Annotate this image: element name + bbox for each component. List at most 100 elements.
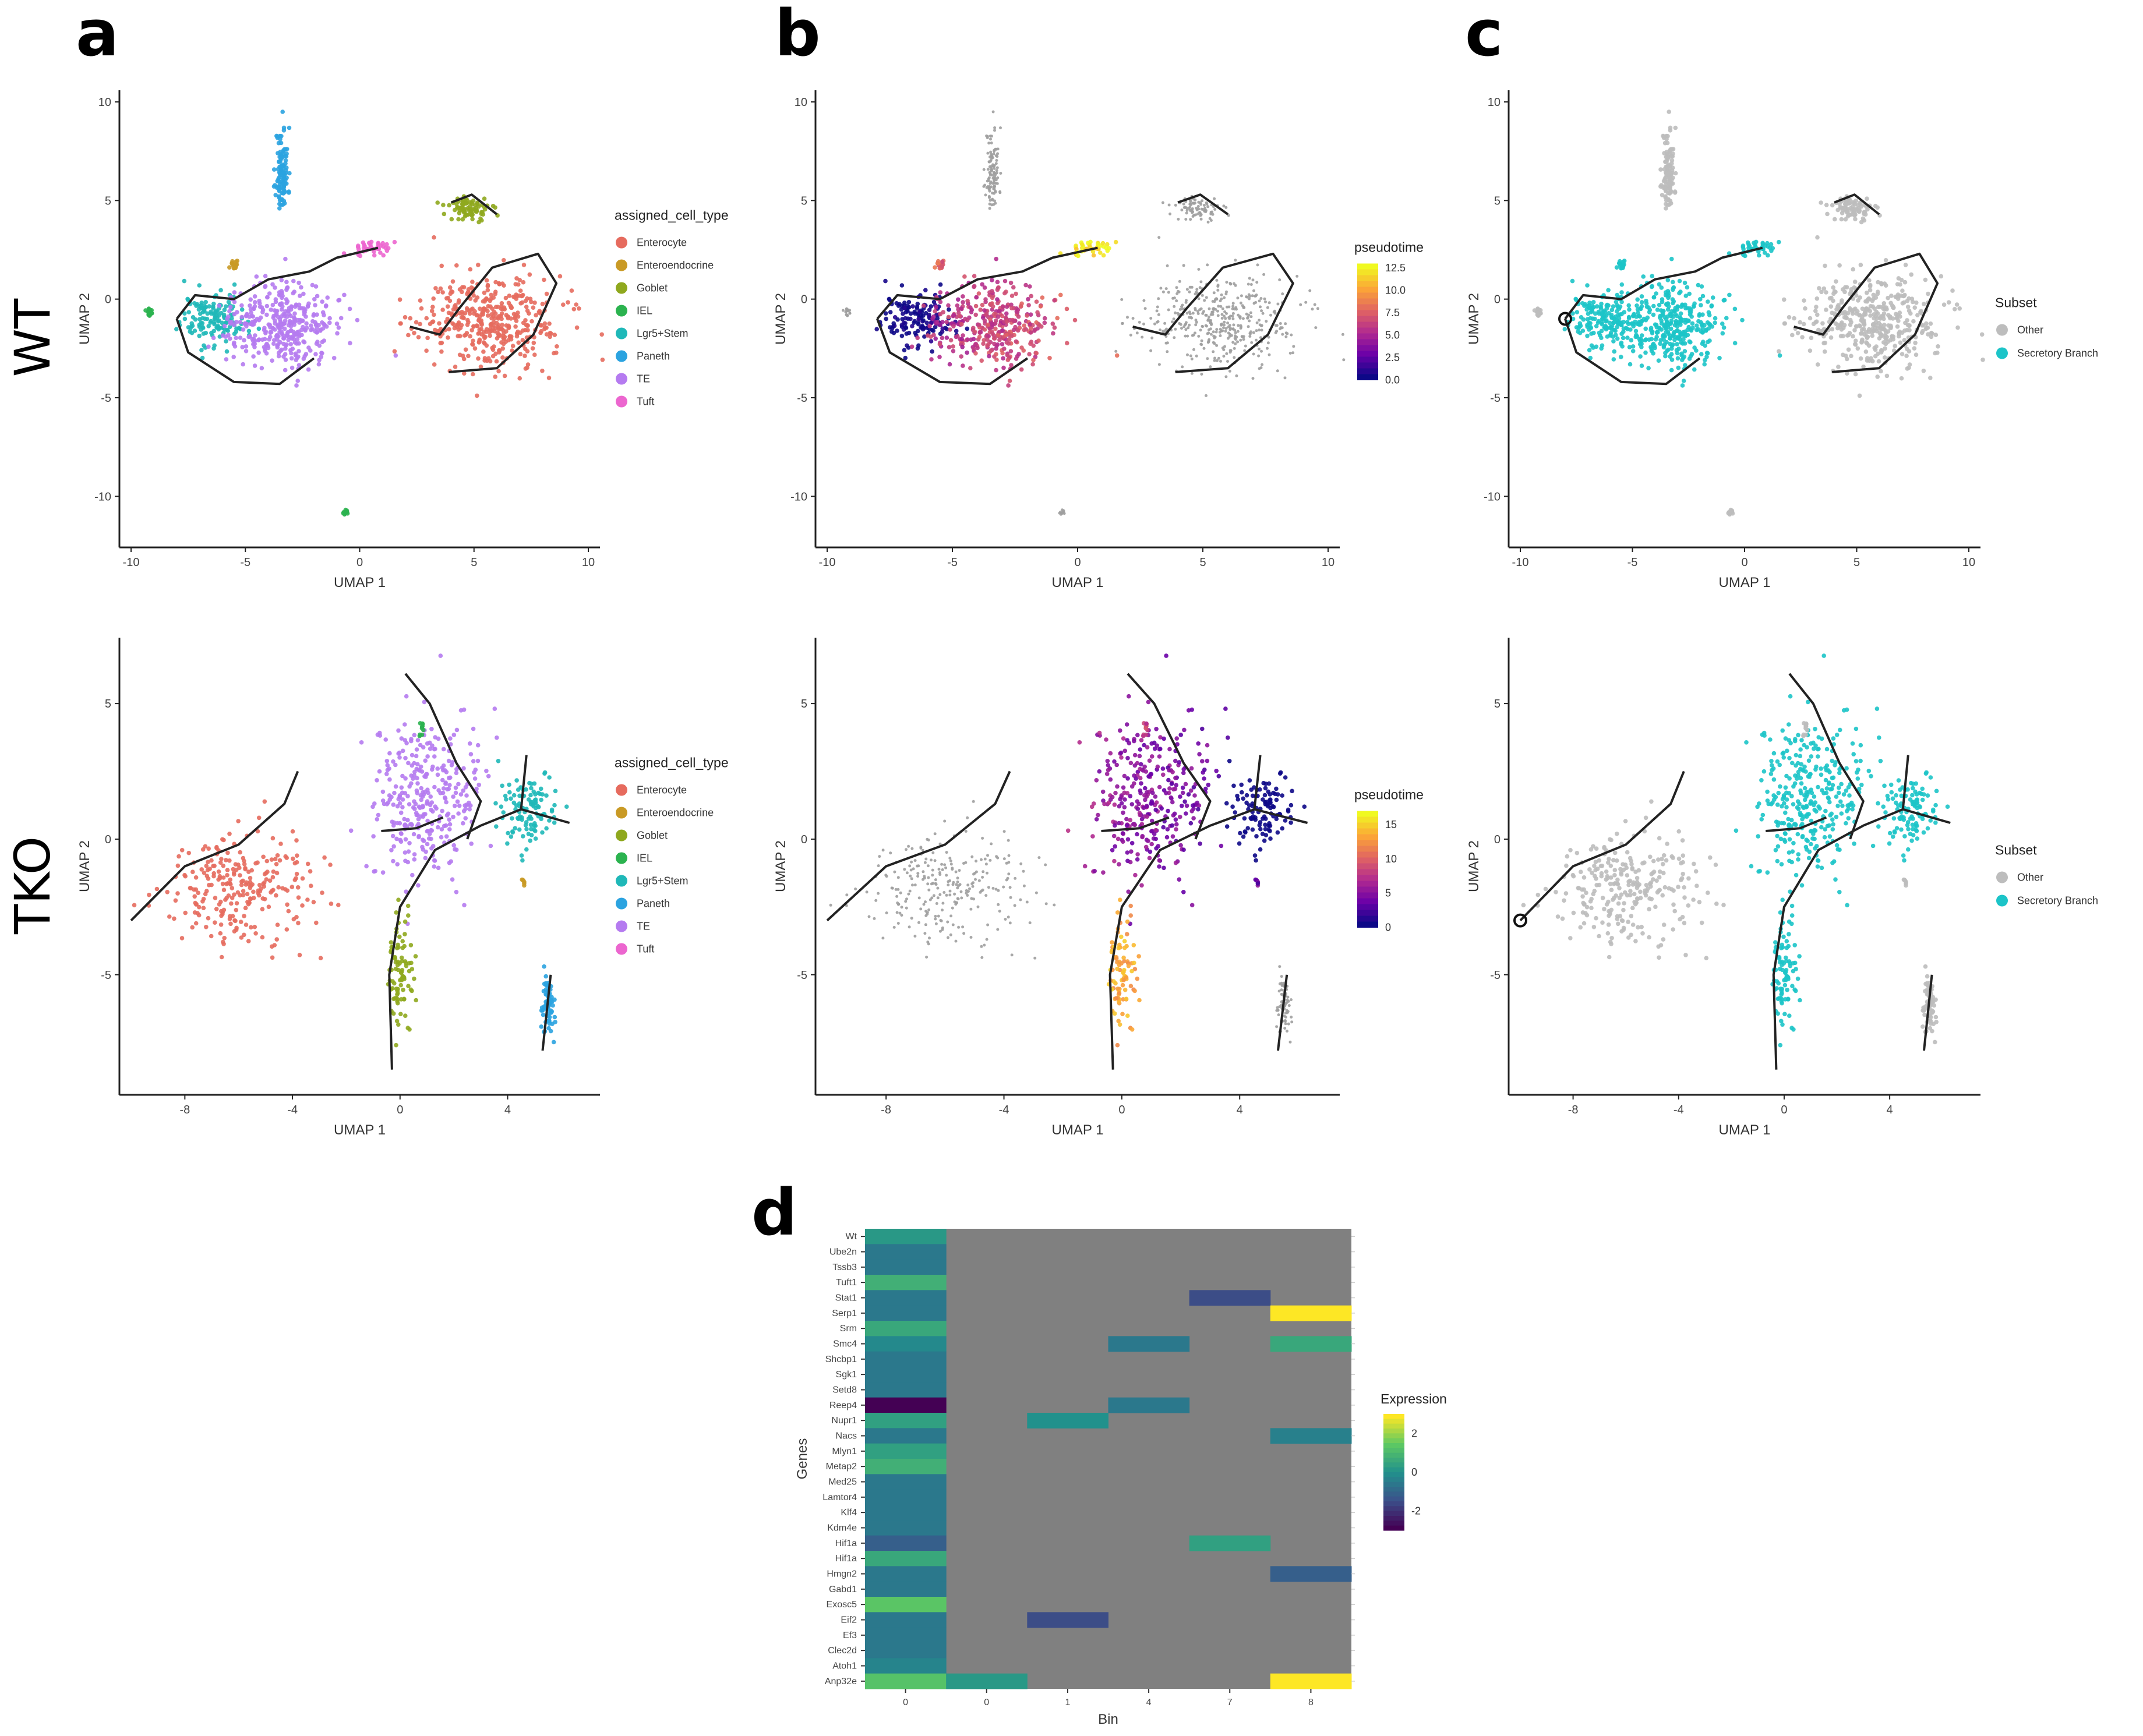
cell-point [1196, 310, 1199, 313]
cell-point [284, 154, 289, 159]
x-tick-label: 10 [1322, 556, 1334, 569]
cell-point [930, 858, 933, 862]
cell-point [190, 869, 195, 874]
cell-point [1185, 299, 1188, 302]
cell-point [1643, 350, 1648, 355]
cell-point [955, 901, 958, 904]
cell-point [896, 922, 900, 925]
cell-point [467, 807, 472, 812]
cell-point [1217, 305, 1220, 308]
cell-point [269, 330, 274, 335]
cell-point [1607, 320, 1612, 326]
cell-point [496, 759, 501, 763]
cell-point [530, 346, 535, 351]
cell-point [959, 322, 964, 327]
cell-point [1044, 863, 1047, 867]
cell-point [989, 137, 992, 141]
cell-point [436, 825, 440, 830]
cell-point [322, 855, 327, 860]
cell-point [1814, 305, 1819, 309]
cell-point [966, 883, 970, 887]
cell-point [1004, 311, 1009, 316]
cell-point [1857, 393, 1862, 398]
cell-point [206, 344, 211, 349]
cell-point [841, 309, 845, 312]
cell-point [921, 303, 926, 308]
cell-point [266, 345, 271, 351]
cell-point [1639, 294, 1644, 299]
cell-point [507, 782, 511, 787]
cell-point [1659, 183, 1664, 188]
cell-point [461, 809, 467, 814]
cell-point [1212, 307, 1216, 310]
cell-point [975, 860, 978, 863]
cell-point [279, 278, 284, 282]
cell-point [1667, 333, 1672, 338]
cell-point [477, 327, 482, 333]
cell-point [1222, 348, 1226, 351]
cell-point [943, 863, 947, 867]
cell-point [951, 313, 955, 319]
cell-point [1157, 236, 1161, 239]
cell-point [1258, 299, 1261, 303]
cell-point [509, 796, 513, 801]
cell-point [1016, 314, 1021, 319]
cell-point [223, 304, 228, 309]
cell-point [940, 259, 945, 264]
cell-point [311, 900, 316, 904]
cell-point [397, 750, 402, 755]
cell-point [905, 897, 908, 901]
legend-label: Lgr5+Stem [637, 875, 689, 887]
cell-point [292, 304, 298, 309]
cell-point [529, 816, 534, 821]
cell-point [924, 857, 928, 861]
cell-point [207, 304, 212, 309]
colorbar-segment [1357, 316, 1378, 322]
cell-point [1209, 333, 1213, 336]
cell-point [297, 953, 302, 957]
cell-point [959, 354, 963, 359]
cell-point [991, 886, 995, 890]
cell-point [524, 847, 529, 852]
cell-point [253, 333, 257, 338]
cell-point [1180, 327, 1183, 330]
cell-point [1031, 343, 1036, 348]
cell-point [433, 327, 437, 333]
cell-point [519, 853, 524, 858]
cell-point [552, 1014, 557, 1020]
cell-point [418, 298, 423, 303]
cell-point [923, 875, 926, 878]
cell-point [1174, 203, 1177, 207]
cell-point [372, 801, 377, 806]
cell-point [965, 350, 969, 355]
cell-point [1341, 333, 1344, 336]
cell-point [387, 777, 392, 782]
cell-point [1834, 279, 1838, 284]
cell-point [1142, 322, 1145, 326]
cell-point [994, 178, 998, 182]
cell-point [1011, 327, 1016, 333]
cell-point [1006, 341, 1011, 346]
cell-point [1920, 328, 1925, 334]
cell-point [1842, 206, 1847, 211]
cell-point [217, 902, 222, 907]
cell-point [1204, 210, 1208, 214]
cell-point [1185, 208, 1189, 212]
cell-point [1562, 327, 1567, 331]
cell-point [419, 306, 424, 311]
cell-point [282, 147, 287, 152]
cell-point [1883, 341, 1888, 347]
cell-point [1593, 311, 1598, 316]
cell-point [389, 848, 394, 853]
cell-point [1252, 331, 1255, 334]
cell-point [1304, 300, 1308, 304]
cell-point [257, 337, 262, 342]
cell-point [1614, 299, 1619, 305]
cell-point [1260, 349, 1263, 353]
cell-point [1692, 367, 1697, 372]
cell-point [1882, 323, 1887, 327]
cell-point [412, 852, 417, 857]
cell-point [398, 970, 404, 975]
